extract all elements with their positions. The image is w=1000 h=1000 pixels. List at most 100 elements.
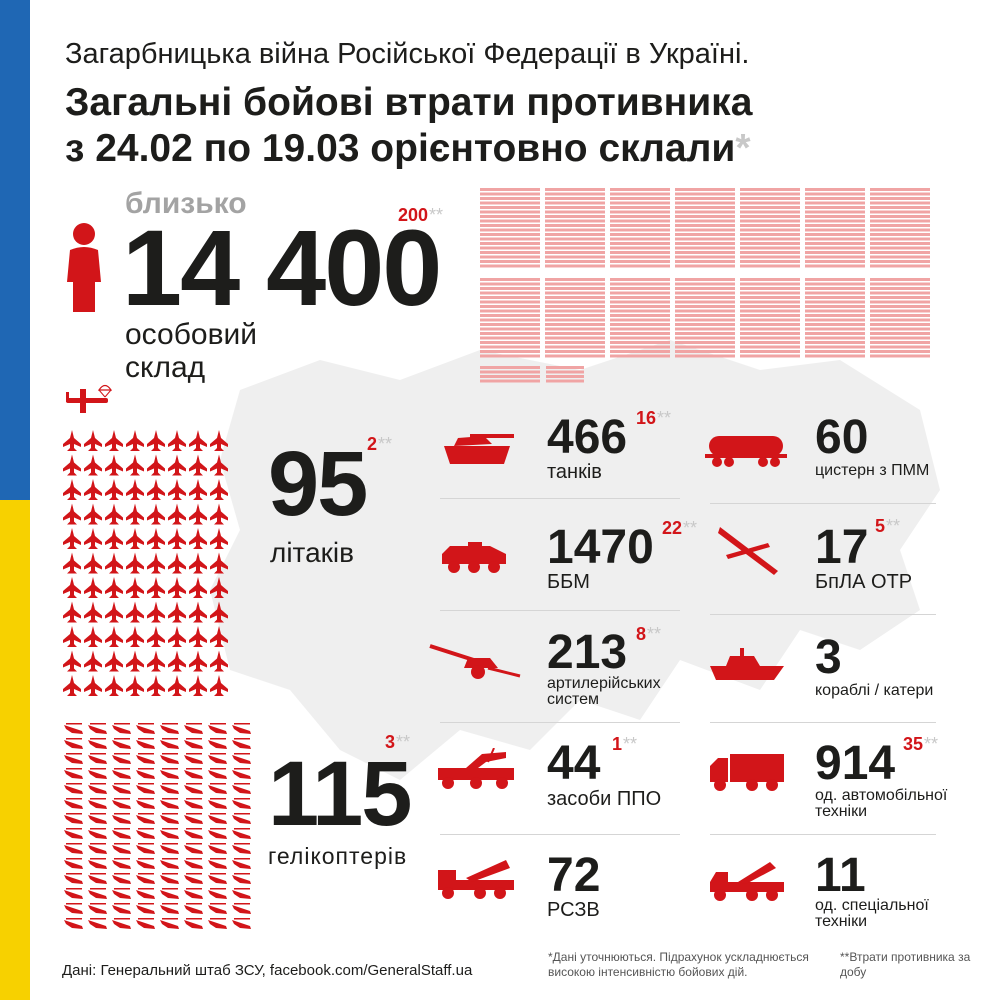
fighter-jet-icon [105,430,123,451]
helicopter-icon [160,888,179,899]
fighter-jet-icon [210,577,228,598]
fighter-jet-icon [126,626,144,647]
tanks-delta-stars: ** [657,408,672,428]
air-defense-delta: 1** [612,734,637,755]
fighter-jet-icon [189,528,207,549]
fighter-jet-icon [63,552,81,574]
fighter-jet-icon [168,675,186,696]
fighter-jet-icon [105,626,123,647]
helicopter-icon [160,813,179,824]
vehicles-value: 914 [815,737,896,790]
fighter-jet-icon [84,528,102,549]
vehicles-label-line-1: од. автомобільної [815,787,948,804]
helicopter-icon [112,738,131,749]
fighter-jet-icon [189,503,207,525]
daily-note: **Втрати противника за добу [840,950,971,979]
divider [710,722,936,723]
fighter-jet-icon [105,454,123,476]
personnel-block [870,278,930,358]
ifv-delta: 22** [662,518,697,539]
fighter-jet-icon [126,528,144,549]
helicopter-icon [208,813,227,824]
helicopter-icon [208,843,227,854]
helicopter-icon [184,798,203,809]
drones-delta-stars: ** [886,516,901,536]
helicopter-icon [64,798,83,809]
air-defense-value: 44 [547,737,601,790]
helicopter-icon [88,768,107,779]
personnel-label-line-2: склад [125,351,206,384]
helicopter-icon [232,918,251,929]
fighter-jet-icon [126,675,144,696]
helicopter-icon [160,858,179,869]
helicopter-icon [88,843,107,854]
vehicles-label-line-2: техніки [815,803,868,820]
helicopter-icon [160,783,179,794]
helicopter-icon [136,873,155,884]
helicopter-icon [64,768,83,779]
special-vehicles-label-line-1: од. спеціальної [815,897,929,914]
helicopter-icon [136,798,155,809]
personnel-block [545,188,605,268]
fighter-jet-icon [210,479,228,500]
helicopter-icon [64,828,83,839]
fighter-jet-icon [63,626,81,647]
divider [440,610,680,611]
helicopters-value: 115 [268,743,412,845]
fighter-jet-icon [84,479,102,500]
planes-delta: 2** [367,434,392,455]
helicopter-icon [112,888,131,899]
helicopter-icon [112,903,131,914]
ifv-delta-stars: ** [683,518,698,538]
helicopter-icon [64,843,83,854]
helicopter-icon [64,873,83,884]
ifv-delta-value: 22 [662,518,683,538]
helicopter-icon [232,873,251,884]
personnel-delta: 200** [398,205,443,226]
fighter-jet-icon [84,650,102,672]
helicopter-icon [232,903,251,914]
fighter-jet-icon [126,454,144,476]
helicopter-icon [184,723,203,734]
fighter-jet-icon [168,650,186,672]
transport-plane-icon [66,389,108,413]
fighter-jet-icon [168,601,186,623]
fighter-jet-icon [84,601,102,623]
divider [440,834,680,835]
fighter-jet-icon [168,454,186,476]
ifv-value: 1470 [547,521,654,574]
helicopter-icon [184,813,203,824]
flag-blue-stripe [0,0,30,500]
drones-value: 17 [815,521,869,574]
helicopter-icon [160,873,179,884]
fighter-jet-icon [105,577,123,598]
soldier-icon [67,223,101,312]
helicopter-icon [112,858,131,869]
helicopters-delta: 3** [385,732,410,753]
helicopter-icon [136,918,155,929]
drone-icon [718,527,778,575]
helicopter-icon [232,813,251,824]
vehicles-delta-value: 35 [903,734,924,754]
title-line-2-text: з 24.02 по 19.03 орієнтовно склали [65,127,736,170]
fighter-jet-icon [210,454,228,476]
personnel-block [805,188,865,268]
special-vehicle-icon [710,862,784,901]
helicopter-icon [160,918,179,929]
artillery-delta-stars: ** [647,624,662,644]
helicopter-icon [232,843,251,854]
fighter-jet-icon [126,552,144,574]
personnel-delta-value: 200 [398,205,429,225]
fighter-jet-icon [168,479,186,500]
subtitle: Загарбницька війна Російської Федерації … [65,38,750,70]
tanks-delta-value: 16 [636,408,657,428]
personnel-grid [480,188,930,383]
fighter-jet-icon [168,503,186,525]
armored-vehicle-icon [442,542,506,573]
helicopter-icon [184,753,203,764]
helicopter-icon [88,918,107,929]
personnel-block [480,278,540,358]
divider [710,614,936,615]
helicopter-icon [184,843,203,854]
helicopter-icon [112,753,131,764]
